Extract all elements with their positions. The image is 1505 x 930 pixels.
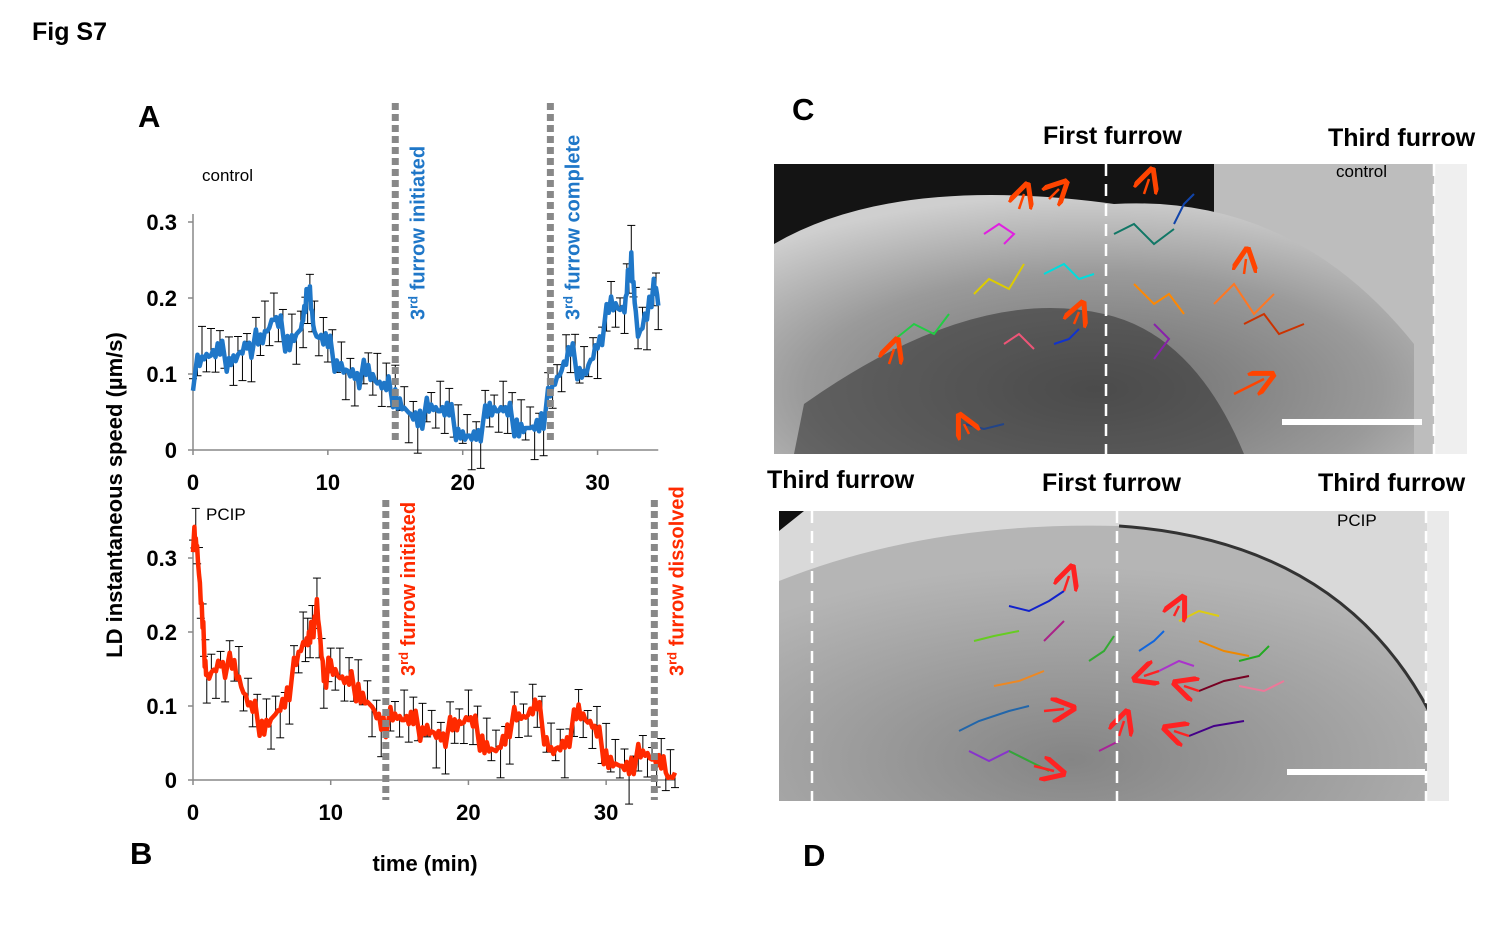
y-tick-label: 0.1 xyxy=(146,362,177,387)
annotation-label: 3rd furrow dissolved xyxy=(664,486,689,676)
scale-bar-c xyxy=(1282,419,1422,425)
x-tick-label: 0 xyxy=(187,800,199,825)
c-condition-label: control xyxy=(1336,164,1388,181)
condition-label: control xyxy=(202,166,253,185)
x-tick-label: 30 xyxy=(594,800,618,825)
x-tick-label: 10 xyxy=(318,800,342,825)
panel-letter-d: D xyxy=(803,838,826,873)
d-first-furrow-label: First furrow xyxy=(1042,469,1181,497)
panel-letter-b: B xyxy=(130,836,153,871)
x-tick-label: 30 xyxy=(585,470,609,495)
annotation-label: 3rd furrow initiated xyxy=(405,146,430,320)
chart-b-pcip: 0 0.1 0.2 0.3 0 10 20 30 PCIP 3rd furrow initiate… xyxy=(146,486,688,825)
c-first-furrow-label: First furrow xyxy=(1043,122,1182,150)
y-tick-label: 0.2 xyxy=(146,620,177,645)
micrograph-d: PCIP xyxy=(779,511,1449,801)
c-third-furrow-label: Third furrow xyxy=(1328,124,1476,152)
y-tick-label: 0.2 xyxy=(146,286,177,311)
y-tick-label: 0.3 xyxy=(146,210,177,235)
scale-bar-d xyxy=(1287,769,1425,775)
annotation-label: 3rd furrow complete xyxy=(560,135,585,320)
panel-letter-c: C xyxy=(792,92,815,127)
y-axis-label: LD instantaneous speed (µm/s) xyxy=(102,332,127,658)
panel-letter-a: A xyxy=(138,99,161,134)
y-tick-label: 0.3 xyxy=(146,546,177,571)
x-tick-label: 20 xyxy=(456,800,480,825)
micrograph-c: control xyxy=(774,164,1467,454)
chart-a-control: 0 0.1 0.2 0.3 0 10 20 30 control 3rd furrow initi… xyxy=(146,103,663,495)
d-third-furrow-right-label: Third furrow xyxy=(1318,469,1466,497)
annotation-label: 3rd furrow initiated xyxy=(395,502,420,676)
x-tick-label: 20 xyxy=(450,470,474,495)
y-tick-label: 0 xyxy=(165,438,177,463)
x-tick-label: 0 xyxy=(187,470,199,495)
series-line xyxy=(190,524,678,781)
y-tick-label: 0.1 xyxy=(146,694,177,719)
x-tick-label: 10 xyxy=(316,470,340,495)
speed-charts: 0 0.1 0.2 0.3 0 10 20 30 control 3rd furrow initi… xyxy=(102,103,688,876)
d-condition-label: PCIP xyxy=(1337,511,1377,530)
x-axis-label: time (min) xyxy=(372,851,477,876)
figure-title: Fig S7 xyxy=(32,18,108,46)
condition-label: PCIP xyxy=(206,505,246,524)
y-tick-label: 0 xyxy=(165,768,177,793)
series-line xyxy=(190,250,661,444)
d-third-furrow-left-label: Third furrow xyxy=(767,466,915,494)
